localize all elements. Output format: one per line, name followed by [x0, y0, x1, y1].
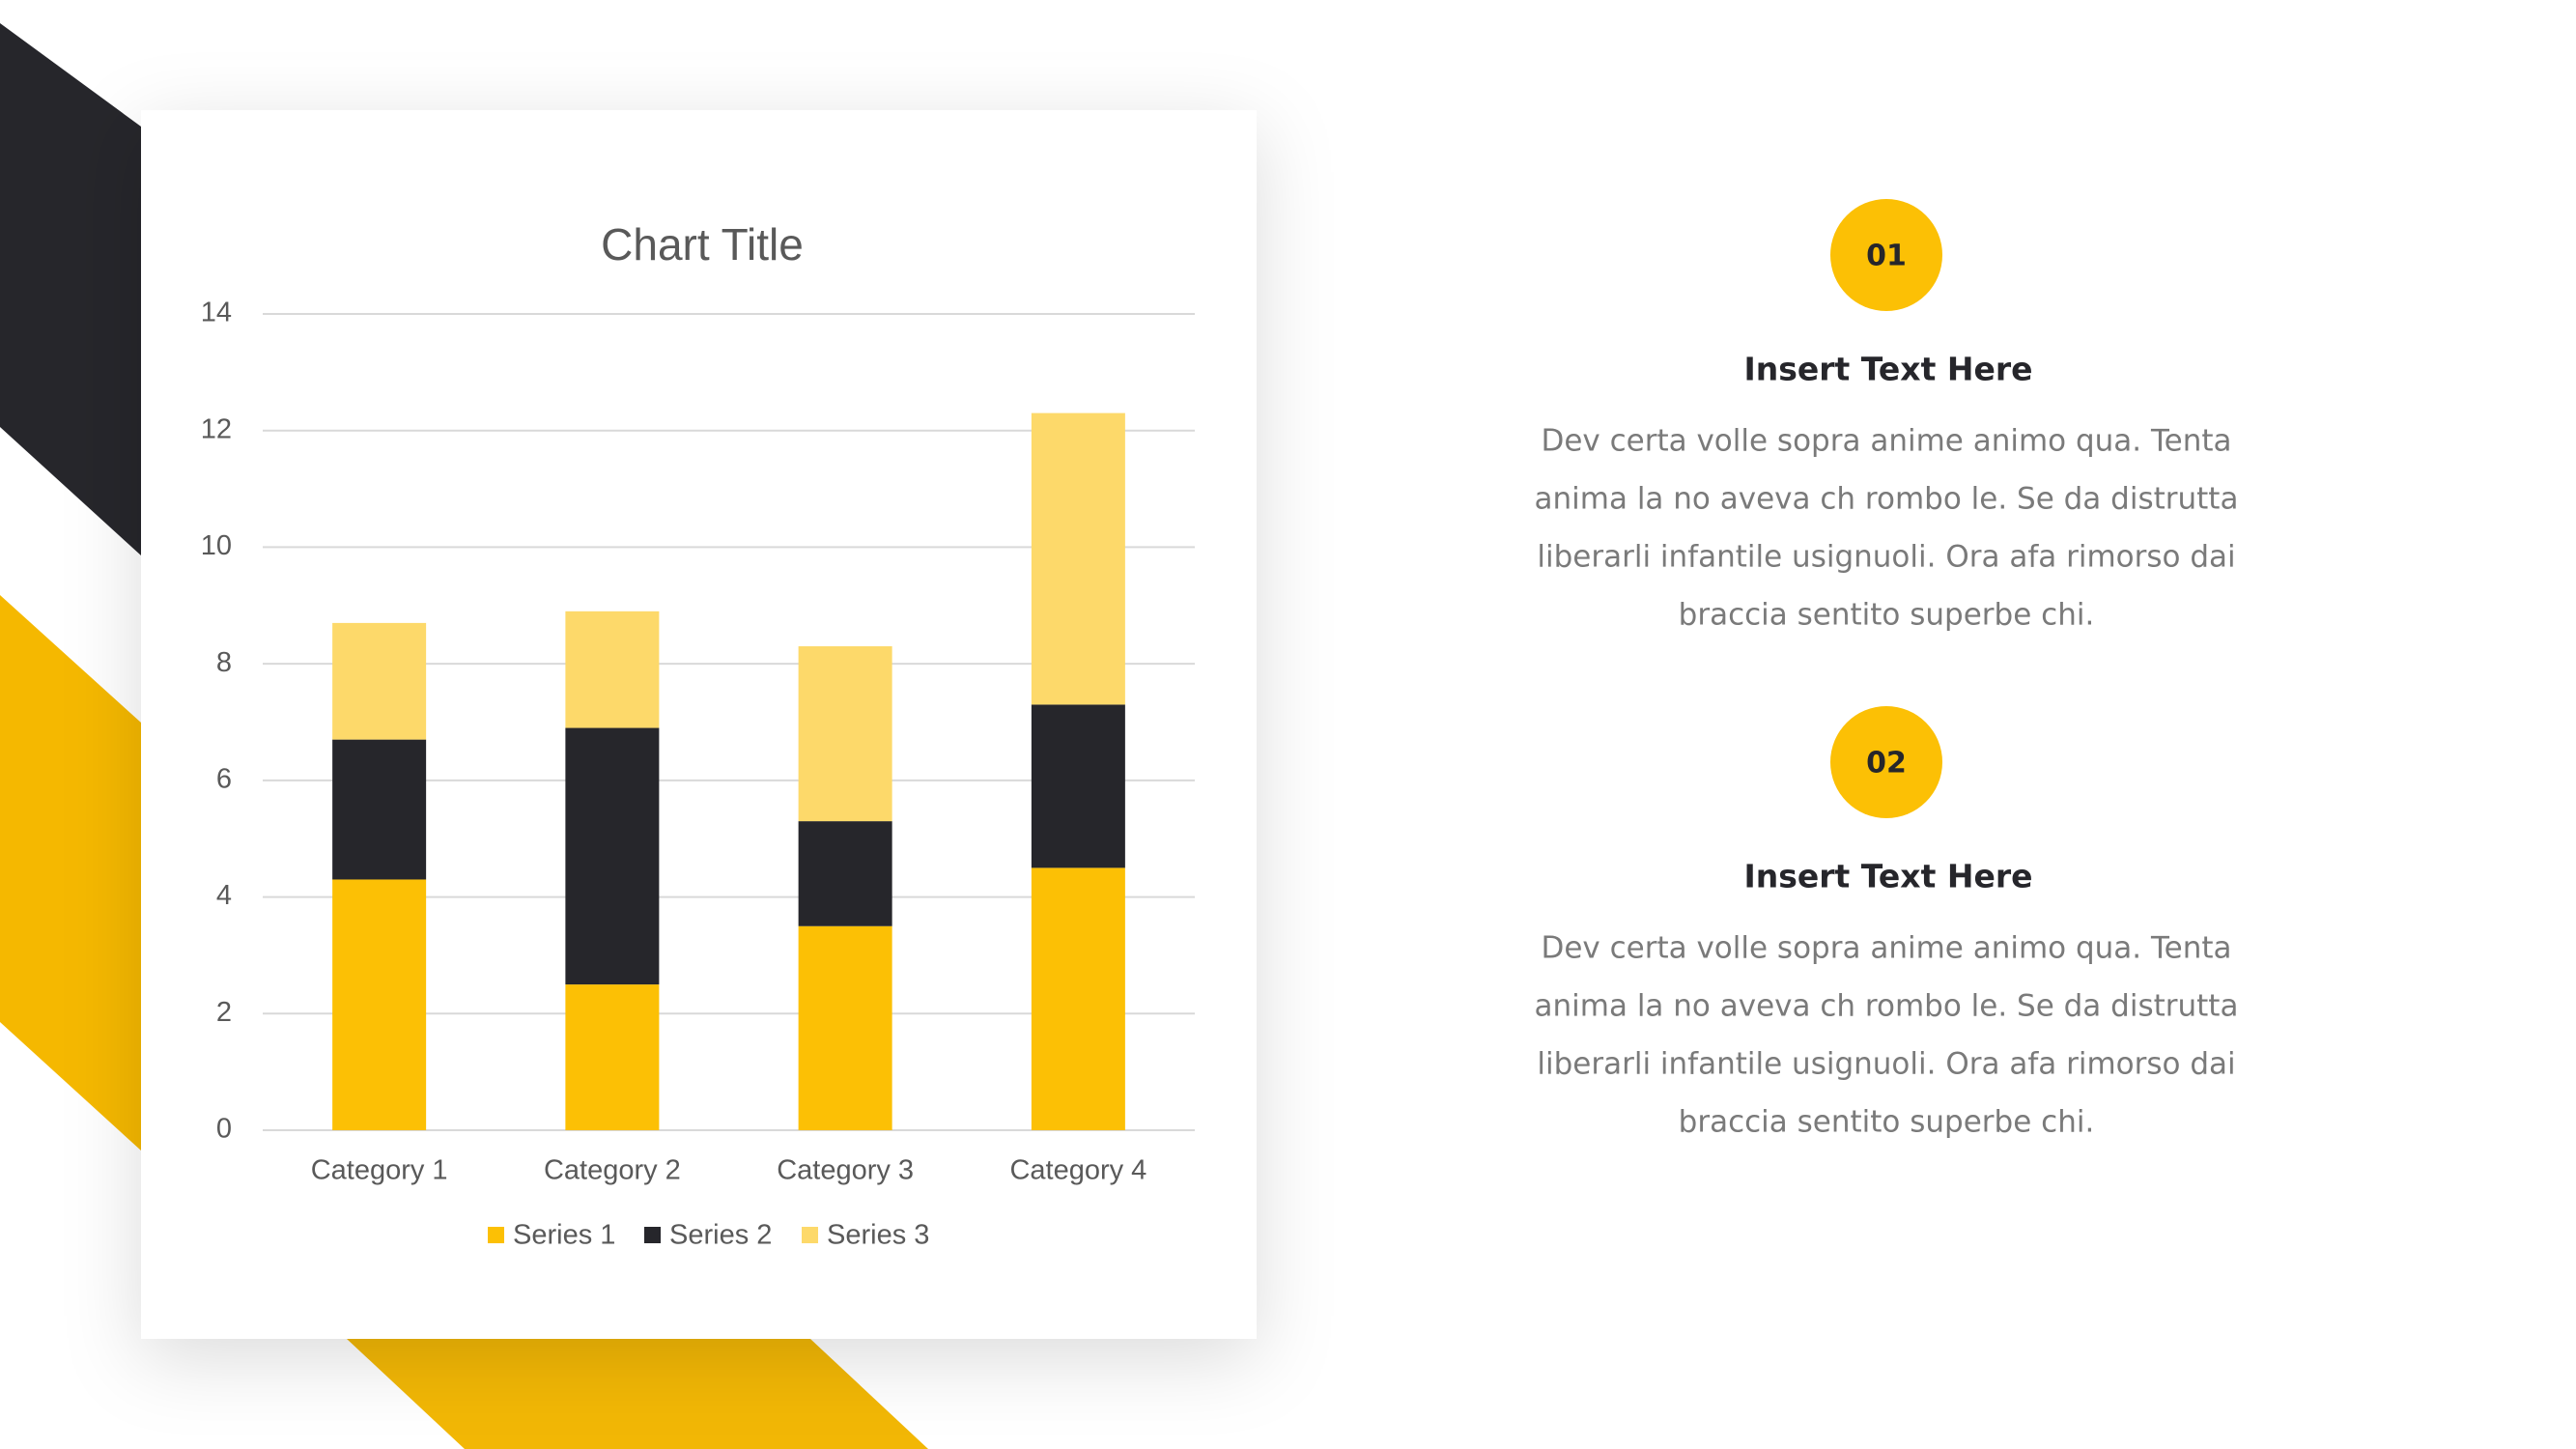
chart: Chart Title 0 2 4 6 8 10 12 14 Category 1 Categor…	[201, 219, 1195, 1251]
number: 02	[1866, 747, 1907, 781]
bar-segment	[1031, 704, 1125, 868]
y-tick-label: 10	[201, 530, 232, 561]
paragraph-line: liberarli infantile usignuoli. Ora afa r…	[1537, 1047, 2235, 1082]
y-tick-label: 4	[216, 880, 232, 911]
decor-yellow	[0, 595, 141, 1151]
text-panel: 01 Insert Text Here Dev certa volle sopra …	[1535, 199, 2239, 1140]
paragraph-line: braccia sentito superbe chi.	[1679, 598, 2095, 633]
legend-label: Series 2	[669, 1220, 772, 1251]
y-tick-label: 12	[201, 413, 232, 444]
bar-segment	[332, 879, 427, 1130]
bar-segment	[1031, 867, 1125, 1130]
x-tick-label: Category 1	[311, 1155, 448, 1186]
heading: Insert Text Here	[1743, 351, 2032, 388]
y-tick-label: 14	[201, 298, 232, 328]
bar-segment	[798, 646, 892, 822]
decor-dark	[0, 23, 141, 555]
bar-segment	[332, 739, 427, 880]
number-badge	[1830, 706, 1942, 818]
bar-segment	[565, 611, 660, 728]
chart-title: Chart Title	[601, 219, 804, 270]
heading: Insert Text Here	[1743, 858, 2032, 895]
decor-yellow-bottom	[347, 1339, 928, 1449]
bar-segment	[565, 727, 660, 985]
legend-label: Series 3	[827, 1220, 929, 1251]
bar-segment	[1031, 412, 1125, 705]
y-tick-label: 2	[216, 997, 232, 1028]
x-tick-label: Category 2	[544, 1155, 681, 1186]
x-tick-label: Category 3	[777, 1155, 914, 1186]
paragraph-line: Dev certa volle sopra anime animo qua. T…	[1541, 424, 2231, 459]
number: 01	[1866, 240, 1907, 273]
y-tick-label: 0	[216, 1114, 232, 1145]
x-tick-label: Category 4	[1009, 1155, 1146, 1186]
bar-segment	[332, 622, 427, 740]
y-tick-label: 8	[216, 647, 232, 678]
paragraph-line: anima la no aveva ch rombo le. Se da dis…	[1535, 482, 2239, 517]
paragraph-line: Dev certa volle sopra anime animo qua. T…	[1541, 931, 2231, 966]
bar-segment	[798, 821, 892, 926]
legend-swatch	[488, 1227, 504, 1243]
legend-swatch	[802, 1227, 818, 1243]
paragraph-line: anima la no aveva ch rombo le. Se da dis…	[1535, 989, 2239, 1024]
bar-segment	[798, 925, 892, 1130]
paragraph-line: liberarli infantile usignuoli. Ora afa r…	[1537, 540, 2235, 575]
number-badge	[1830, 199, 1942, 311]
bar-segment	[565, 984, 660, 1130]
y-tick-label: 6	[216, 764, 232, 795]
legend-swatch	[644, 1227, 661, 1243]
paragraph-line: braccia sentito superbe chi.	[1679, 1105, 2095, 1140]
legend-label: Series 1	[513, 1220, 615, 1251]
